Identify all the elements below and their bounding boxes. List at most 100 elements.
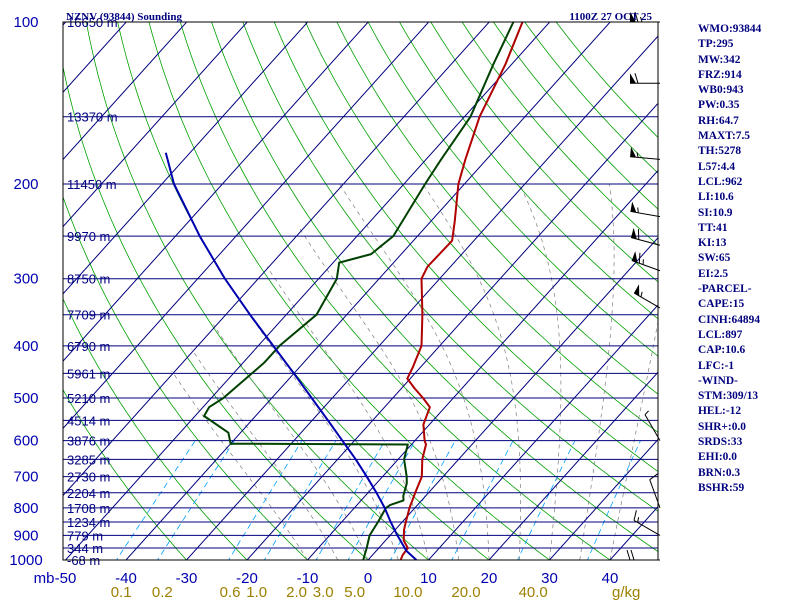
isotherm-line bbox=[64, 22, 551, 560]
pressure-tick-label: 1000 bbox=[9, 552, 42, 569]
mixing-ratio-label: 0.6 bbox=[220, 584, 241, 600]
mixing-ratio-label: 20.0 bbox=[451, 584, 480, 600]
index-line: CINH:64894 bbox=[698, 313, 761, 326]
temperature-tick-label: -20 bbox=[236, 570, 258, 587]
isotherm-line bbox=[185, 35, 658, 560]
mixing-ratio-line bbox=[390, 440, 456, 560]
index-line: EI:2.5 bbox=[698, 267, 729, 280]
dry-adiabat-line bbox=[367, 22, 658, 357]
mixing-ratio-line bbox=[228, 440, 303, 560]
height-label: 1708 m bbox=[67, 501, 110, 516]
mixing-ratio-line bbox=[347, 440, 416, 560]
temperature-tick-label: 30 bbox=[541, 570, 558, 587]
temperature-tick-label: 10 bbox=[420, 570, 437, 587]
wind-barb bbox=[630, 227, 661, 246]
height-label: 2204 m bbox=[67, 486, 110, 501]
mixing-ratio-label: 5.0 bbox=[344, 584, 365, 600]
index-line: -WIND- bbox=[698, 374, 738, 387]
index-line: WB0:943 bbox=[698, 84, 744, 97]
wind-barb bbox=[630, 201, 661, 218]
index-line: LCL:897 bbox=[698, 328, 743, 341]
isotherm-line bbox=[63, 22, 188, 161]
moist-adiabat-line bbox=[519, 183, 562, 560]
moist-adiabat-line bbox=[237, 297, 399, 560]
pressure-tick-label: 800 bbox=[13, 500, 38, 517]
moist-adiabat-line bbox=[191, 348, 339, 560]
index-line: KI:13 bbox=[698, 237, 727, 250]
dry-adiabat-line bbox=[63, 297, 248, 560]
index-line: STM:309/13 bbox=[698, 390, 759, 403]
pressure-tick-label: 500 bbox=[13, 390, 38, 407]
temperature-tick-label: 20 bbox=[481, 570, 498, 587]
wind-barb bbox=[626, 549, 660, 561]
dry-adiabat-line bbox=[399, 22, 658, 320]
index-line: TT:41 bbox=[698, 221, 728, 234]
index-line: LI:10.6 bbox=[698, 191, 734, 204]
index-line: MW:342 bbox=[698, 53, 741, 66]
index-line: EHI:0.0 bbox=[698, 451, 737, 464]
isotherm-line bbox=[367, 237, 658, 560]
temperature-tick-label: -30 bbox=[176, 570, 198, 587]
height-label: 5210 m bbox=[67, 391, 110, 406]
temperature-profile bbox=[399, 22, 524, 560]
isotherm-line bbox=[63, 22, 490, 497]
mixing-ratio-line bbox=[116, 440, 196, 560]
pressure-tick-label: 600 bbox=[13, 433, 38, 450]
index-line: BRN:0.3 bbox=[698, 466, 741, 479]
wind-barb bbox=[630, 146, 661, 160]
pressure-tick-label: 400 bbox=[13, 338, 38, 355]
height-label: 5961 m bbox=[67, 366, 110, 381]
pressure-tick-label: 900 bbox=[13, 527, 38, 544]
height-label: 6790 m bbox=[67, 339, 110, 354]
index-line: BSHR:59 bbox=[698, 481, 745, 494]
mixing-ratio-line bbox=[315, 440, 386, 560]
dry-adiabat-line bbox=[273, 22, 658, 473]
dry-adiabat-line bbox=[430, 22, 658, 283]
mixing-ratio-label: 40.0 bbox=[519, 584, 548, 600]
mixing-ratio-line bbox=[263, 440, 337, 560]
index-line: CAPE:15 bbox=[698, 298, 745, 311]
mixing-ratio-unit: g/kg bbox=[612, 584, 640, 600]
dry-adiabat-line bbox=[336, 22, 658, 395]
temperature-tick-label: 0 bbox=[364, 570, 372, 587]
temperature-tick-label: -10 bbox=[297, 570, 319, 587]
wind-barb bbox=[631, 251, 661, 272]
isotherm-line bbox=[548, 438, 658, 560]
parcel-profile bbox=[164, 152, 418, 560]
height-label: 9970 m bbox=[67, 229, 110, 244]
pressure-tick-label: 700 bbox=[13, 469, 38, 486]
index-line: HEL:-12 bbox=[698, 405, 742, 418]
index-line: WMO:93844 bbox=[698, 23, 762, 35]
chart-title: NZNV (93844) Sounding bbox=[66, 11, 182, 23]
dry-adiabat-line bbox=[148, 22, 551, 560]
isotherm-line bbox=[488, 371, 658, 560]
mixing-ratio-label: 10.0 bbox=[393, 584, 422, 600]
moist-adiabat-line bbox=[298, 226, 460, 560]
pressure-tick-label: 300 bbox=[13, 271, 38, 288]
wind-barb bbox=[630, 73, 660, 84]
mixing-ratio-label: 0.1 bbox=[111, 584, 132, 600]
index-line: SW:65 bbox=[698, 252, 731, 265]
dry-adiabat-line bbox=[461, 22, 658, 246]
isotherm-line bbox=[246, 102, 658, 560]
mixing-ratio-label: 3.0 bbox=[313, 584, 334, 600]
index-line: FRZ:914 bbox=[698, 68, 742, 81]
isotherm-line bbox=[63, 22, 309, 295]
index-line: LFC:-1 bbox=[698, 359, 735, 372]
isotherm-line bbox=[63, 22, 369, 362]
pressure-tick-label: 200 bbox=[13, 176, 38, 193]
height-label: 11450 m bbox=[67, 177, 117, 192]
dry-adiabat-line bbox=[211, 22, 658, 553]
dry-adiabat-line bbox=[63, 388, 188, 560]
wind-barb bbox=[633, 510, 661, 536]
moist-adiabat-line bbox=[609, 319, 658, 560]
height-label: 4514 m bbox=[67, 413, 110, 428]
height-label: 8750 m bbox=[67, 272, 110, 287]
isotherm-line bbox=[427, 304, 658, 560]
height-label: 1234 m bbox=[67, 515, 110, 530]
mixing-ratio-label: 1.0 bbox=[246, 584, 267, 600]
height-label: 3876 m bbox=[67, 434, 110, 449]
index-line: CAP:10.6 bbox=[698, 344, 746, 357]
height-label: 13370 m bbox=[67, 110, 118, 125]
